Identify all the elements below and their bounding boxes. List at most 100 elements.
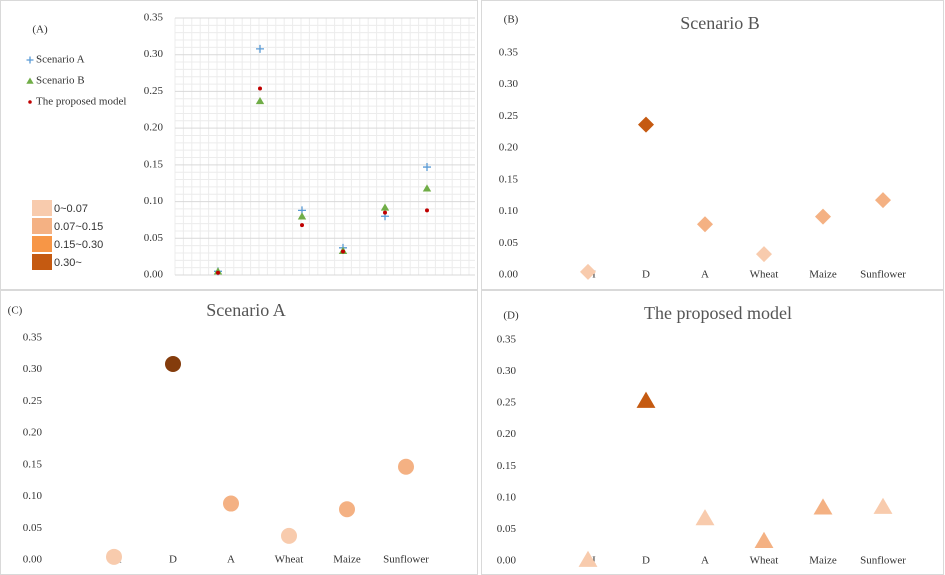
y-tick-label: 0.25	[144, 85, 164, 97]
marker	[258, 86, 262, 91]
marker	[165, 356, 181, 373]
marker	[425, 208, 429, 213]
legend-label: 0.07~0.15	[54, 221, 103, 233]
legend-label: Scenario A	[36, 54, 85, 66]
marker	[756, 246, 772, 263]
marker	[297, 212, 307, 220]
marker	[697, 216, 713, 233]
x-tick-label: Wheat	[275, 554, 304, 566]
marker	[256, 44, 264, 53]
marker	[580, 263, 596, 280]
marker	[339, 501, 355, 518]
legend-swatch	[32, 236, 52, 252]
chart-title: Scenario B	[680, 13, 759, 33]
panel-frame	[0, 290, 478, 575]
x-tick-label: Wheat	[750, 555, 779, 567]
x-tick-label: I	[592, 555, 596, 567]
marker	[26, 56, 34, 64]
marker	[815, 208, 831, 225]
marker	[383, 210, 387, 215]
y-tick-label: 0.30	[144, 48, 164, 60]
y-tick-label: 0.20	[499, 142, 519, 154]
x-tick-label: Sunflower	[383, 554, 429, 566]
panel-label: (A)	[32, 24, 48, 36]
y-tick-label: 0.05	[499, 237, 519, 249]
legend-label: 0.30~	[54, 257, 82, 269]
y-tick-label: 0.30	[23, 363, 43, 375]
y-tick-label: 0.05	[144, 232, 164, 244]
y-tick-label: 0.20	[23, 427, 43, 439]
marker	[423, 163, 431, 172]
x-tick-label: Maize	[333, 554, 361, 566]
marker	[873, 497, 893, 514]
panel-label: (C)	[8, 305, 23, 317]
chart-title: Scenario A	[206, 300, 285, 320]
y-tick-label: 0.30	[499, 78, 519, 90]
legend-swatch	[32, 200, 52, 216]
legend-label: 0~0.07	[54, 203, 88, 215]
y-tick-label: 0.00	[499, 269, 519, 281]
y-tick-label: 0.00	[497, 555, 517, 567]
marker	[398, 458, 414, 475]
y-tick-label: 0.20	[497, 428, 517, 440]
y-tick-label: 0.15	[144, 158, 164, 170]
x-tick-label: I	[592, 269, 596, 281]
panel-label: (B)	[504, 14, 519, 26]
y-tick-label: 0.25	[23, 395, 43, 407]
x-tick-label: Sunflower	[860, 555, 906, 567]
marker	[28, 100, 32, 104]
y-tick-label: 0.25	[497, 397, 517, 409]
x-tick-label: A	[227, 554, 235, 566]
y-tick-label: 0.10	[23, 490, 43, 502]
y-tick-label: 0.30	[497, 365, 517, 377]
marker	[26, 77, 34, 84]
y-tick-label: 0.10	[497, 491, 517, 503]
x-tick-label: A	[701, 555, 709, 567]
y-tick-label: 0.35	[144, 12, 164, 24]
marker	[255, 96, 265, 105]
y-tick-label: 0.15	[497, 460, 517, 472]
y-tick-label: 0.35	[499, 47, 519, 59]
chart-title: The proposed model	[644, 303, 792, 323]
y-tick-label: 0.10	[499, 205, 519, 217]
marker	[754, 531, 774, 548]
marker	[578, 550, 598, 567]
panel-frame	[481, 0, 944, 290]
x-tick-label: Wheat	[750, 269, 779, 281]
x-tick-label: D	[169, 554, 177, 566]
y-tick-label: 0.00	[144, 269, 164, 281]
marker	[106, 548, 122, 565]
legend-swatch	[32, 218, 52, 234]
y-tick-label: 0.35	[497, 334, 517, 346]
x-tick-label: D	[642, 555, 650, 567]
x-tick-label: D	[642, 269, 650, 281]
marker	[216, 270, 220, 275]
marker	[422, 184, 432, 192]
legend-label: 0.15~0.30	[54, 239, 103, 251]
x-tick-label: A	[701, 269, 709, 281]
marker	[341, 249, 345, 254]
panel-frame	[481, 290, 944, 575]
x-tick-label: Sunflower	[860, 269, 906, 281]
marker	[813, 498, 833, 515]
marker	[875, 192, 891, 209]
y-tick-label: 0.15	[499, 173, 519, 185]
marker	[300, 223, 304, 228]
marker	[638, 116, 654, 133]
y-tick-label: 0.35	[23, 332, 43, 344]
y-tick-label: 0.00	[23, 554, 43, 566]
marker	[695, 509, 715, 526]
y-tick-label: 0.05	[23, 522, 43, 534]
marker	[636, 391, 656, 408]
panel-frame	[0, 0, 478, 290]
legend-swatch	[32, 254, 52, 270]
x-tick-label: Maize	[809, 269, 837, 281]
marker	[380, 203, 390, 211]
y-tick-label: 0.05	[497, 523, 517, 535]
legend-label: The proposed model	[36, 96, 126, 108]
marker	[223, 495, 239, 512]
marker	[281, 527, 297, 544]
y-tick-label: 0.10	[144, 195, 164, 207]
panel-label: (D)	[503, 310, 519, 322]
